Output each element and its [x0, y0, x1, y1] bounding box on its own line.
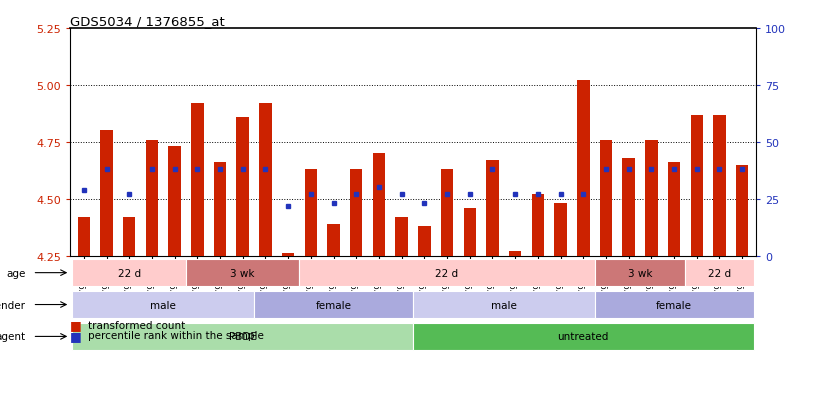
Text: male: male: [150, 300, 176, 310]
Bar: [100, 131, 113, 256]
Bar: [463, 209, 476, 256]
FancyBboxPatch shape: [595, 259, 686, 287]
Bar: [236, 117, 249, 256]
Bar: [600, 140, 612, 256]
Bar: [713, 115, 726, 256]
Bar: [645, 140, 657, 256]
Text: ■: ■: [70, 318, 82, 332]
Bar: [736, 165, 748, 256]
FancyBboxPatch shape: [254, 291, 413, 318]
Text: 22 d: 22 d: [708, 268, 731, 278]
Bar: [554, 204, 567, 256]
Bar: [373, 154, 385, 256]
Bar: [191, 104, 203, 256]
Bar: [169, 147, 181, 256]
Bar: [327, 224, 339, 256]
FancyBboxPatch shape: [686, 259, 753, 287]
Text: age: age: [7, 268, 26, 278]
Bar: [145, 140, 158, 256]
Text: 3 wk: 3 wk: [628, 268, 653, 278]
Bar: [441, 170, 453, 256]
FancyBboxPatch shape: [73, 323, 413, 350]
FancyBboxPatch shape: [73, 291, 254, 318]
Text: agent: agent: [0, 332, 26, 342]
Bar: [691, 115, 703, 256]
Bar: [487, 161, 499, 256]
Text: female: female: [656, 300, 692, 310]
Text: 3 wk: 3 wk: [230, 268, 255, 278]
Text: GDS5034 / 1376855_at: GDS5034 / 1376855_at: [70, 15, 225, 28]
Bar: [282, 254, 294, 256]
Text: 22 d: 22 d: [117, 268, 140, 278]
FancyBboxPatch shape: [595, 291, 753, 318]
Text: male: male: [491, 300, 517, 310]
FancyBboxPatch shape: [186, 259, 300, 287]
Text: female: female: [316, 300, 352, 310]
Text: ■: ■: [70, 329, 82, 342]
Bar: [123, 218, 135, 256]
Bar: [532, 195, 544, 256]
Text: percentile rank within the sample: percentile rank within the sample: [88, 330, 264, 340]
Text: 22 d: 22 d: [435, 268, 458, 278]
FancyBboxPatch shape: [413, 291, 595, 318]
Text: PBDE: PBDE: [229, 332, 257, 342]
Bar: [305, 170, 317, 256]
Bar: [78, 218, 90, 256]
FancyBboxPatch shape: [73, 259, 186, 287]
Bar: [623, 159, 635, 256]
FancyBboxPatch shape: [413, 323, 753, 350]
Bar: [350, 170, 363, 256]
Bar: [668, 163, 681, 256]
FancyBboxPatch shape: [300, 259, 595, 287]
Text: gender: gender: [0, 300, 26, 310]
Bar: [259, 104, 272, 256]
Bar: [577, 81, 590, 256]
Bar: [214, 163, 226, 256]
Text: transformed count: transformed count: [88, 320, 186, 330]
Text: untreated: untreated: [558, 332, 609, 342]
Bar: [509, 252, 521, 256]
Bar: [418, 227, 430, 256]
Bar: [396, 218, 408, 256]
